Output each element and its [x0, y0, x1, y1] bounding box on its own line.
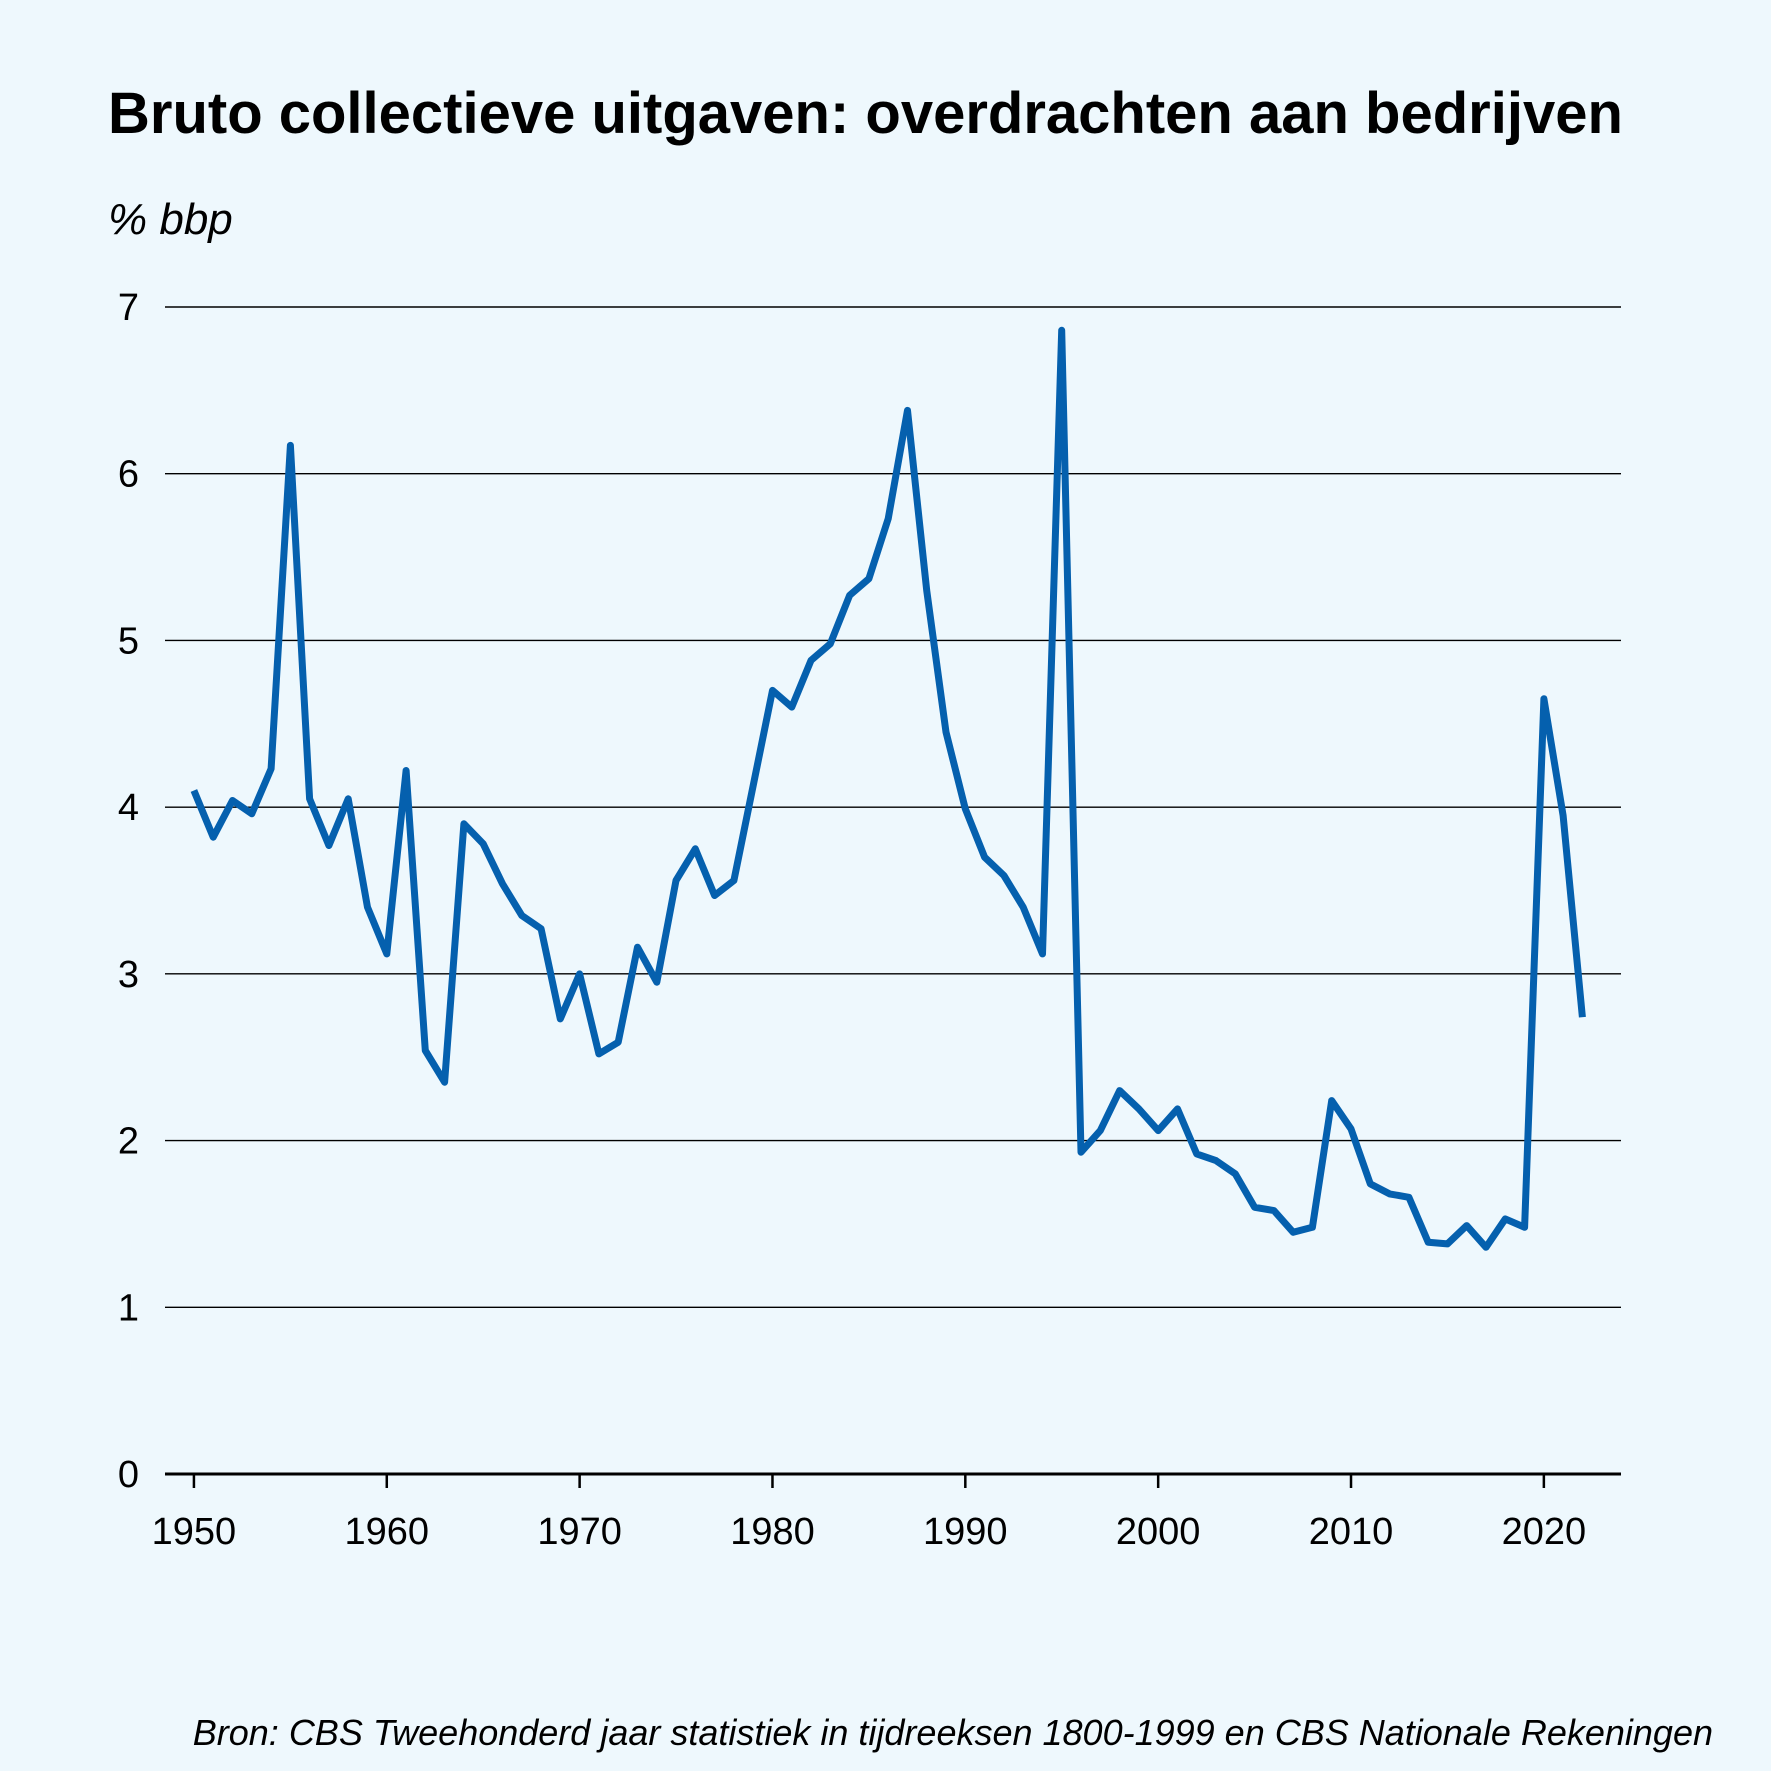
x-tick-label-1980: 1980	[730, 1511, 815, 1553]
data-point-1956	[306, 795, 313, 802]
data-point-1973	[634, 944, 641, 951]
data-point-2000	[1155, 1127, 1162, 1134]
data-point-1996	[1078, 1149, 1085, 1156]
data-point-1965	[480, 840, 487, 847]
data-point-1999	[1135, 1105, 1142, 1112]
x-tick-label-2020: 2020	[1502, 1511, 1587, 1553]
data-point-1992	[1000, 872, 1007, 879]
y-tick-label-3: 3	[118, 954, 139, 996]
data-point-2017	[1483, 1244, 1490, 1251]
data-point-1995	[1058, 327, 1065, 334]
data-point-1986	[885, 515, 892, 522]
data-point-1963	[441, 1079, 448, 1086]
data-point-1983	[827, 640, 834, 647]
y-tick-label-0: 0	[118, 1454, 139, 1496]
data-point-1993	[1020, 904, 1027, 911]
chart-title: Bruto collectieve uitgaven: overdrachten…	[108, 81, 1623, 146]
data-point-1952	[229, 797, 236, 804]
data-point-1977	[711, 892, 718, 899]
data-point-2004	[1232, 1170, 1239, 1177]
data-point-2012	[1386, 1190, 1393, 1197]
series-line-0	[190, 326, 1586, 1251]
data-point-2008	[1309, 1224, 1316, 1231]
data-point-2014	[1425, 1239, 1432, 1246]
data-point-1955	[287, 442, 294, 449]
y-tick-label-7: 7	[118, 287, 139, 329]
data-point-1985	[865, 575, 872, 582]
data-point-1989	[943, 729, 950, 736]
data-point-1970	[576, 970, 583, 977]
y-tick-label-5: 5	[118, 620, 139, 662]
data-point-1982	[808, 657, 815, 664]
data-point-2005	[1251, 1204, 1258, 1211]
data-point-1978	[730, 877, 737, 884]
data-point-1961	[403, 767, 410, 774]
y-tick-label-4: 4	[118, 787, 139, 829]
data-point-2013	[1405, 1194, 1412, 1201]
x-tick-label-1960: 1960	[345, 1511, 430, 1553]
data-point-1991	[981, 854, 988, 861]
y-axis-tick-labels: 0 1 2 3 4 5 6 7	[118, 287, 139, 1496]
data-point-1987	[904, 407, 911, 414]
data-point-2021	[1560, 812, 1567, 819]
data-point-2015	[1444, 1240, 1451, 1247]
data-point-1959	[364, 904, 371, 911]
data-point-1980	[769, 687, 776, 694]
data-point-2007	[1290, 1229, 1297, 1236]
data-point-1964	[460, 820, 467, 827]
x-tick-label-2010: 2010	[1309, 1511, 1394, 1553]
data-point-1962	[422, 1047, 429, 1054]
data-point-2018	[1502, 1215, 1509, 1222]
x-tick-label-1990: 1990	[923, 1511, 1008, 1553]
data-point-1981	[788, 704, 795, 711]
data-point-1974	[653, 979, 660, 986]
data-point-2001	[1174, 1105, 1181, 1112]
data-point-1957	[325, 842, 332, 849]
data-point-2002	[1193, 1150, 1200, 1157]
data-point-1971	[595, 1050, 602, 1057]
data-point-2010	[1348, 1125, 1355, 1132]
data-point-2019	[1521, 1224, 1528, 1231]
data-point-2009	[1328, 1097, 1335, 1104]
data-point-1994	[1039, 950, 1046, 957]
data-point-2006	[1270, 1207, 1277, 1214]
data-point-2016	[1463, 1222, 1470, 1229]
data-point-1984	[846, 592, 853, 599]
data-point-1968	[538, 925, 545, 932]
y-tick-label-6: 6	[118, 454, 139, 496]
x-axis-tick-labels: 1950 1960 1970 1980 1990 2000 2010 2020	[152, 1474, 1586, 1553]
data-point-1967	[518, 912, 525, 919]
y-tick-label-2: 2	[118, 1121, 139, 1163]
data-point-2022	[1579, 1014, 1586, 1021]
data-point-1958	[345, 795, 352, 802]
x-tick-label-1950: 1950	[152, 1511, 237, 1553]
data-point-1953	[248, 810, 255, 817]
data-point-1972	[615, 1039, 622, 1046]
series-layer	[190, 326, 1586, 1251]
data-point-1966	[499, 880, 506, 887]
data-point-2020	[1540, 695, 1547, 702]
data-point-1998	[1116, 1087, 1123, 1094]
data-point-1976	[692, 845, 699, 852]
data-point-1954	[268, 765, 275, 772]
data-point-1990	[962, 805, 969, 812]
data-point-2003	[1213, 1157, 1220, 1164]
data-point-1988	[923, 587, 930, 594]
data-point-1950	[190, 787, 197, 794]
data-point-1960	[383, 950, 390, 957]
data-point-1975	[673, 877, 680, 884]
data-point-2011	[1367, 1180, 1374, 1187]
data-point-1979	[750, 782, 757, 789]
x-tick-label-1970: 1970	[537, 1511, 622, 1553]
y-axis-unit-label: % bbp	[108, 195, 233, 244]
data-point-1951	[210, 834, 217, 841]
data-point-1969	[557, 1015, 564, 1022]
y-tick-label-1: 1	[118, 1287, 139, 1329]
data-point-1997	[1097, 1127, 1104, 1134]
source-note: Bron: CBS Tweehonderd jaar statistiek in…	[192, 1712, 1713, 1753]
x-tick-label-2000: 2000	[1116, 1511, 1201, 1553]
